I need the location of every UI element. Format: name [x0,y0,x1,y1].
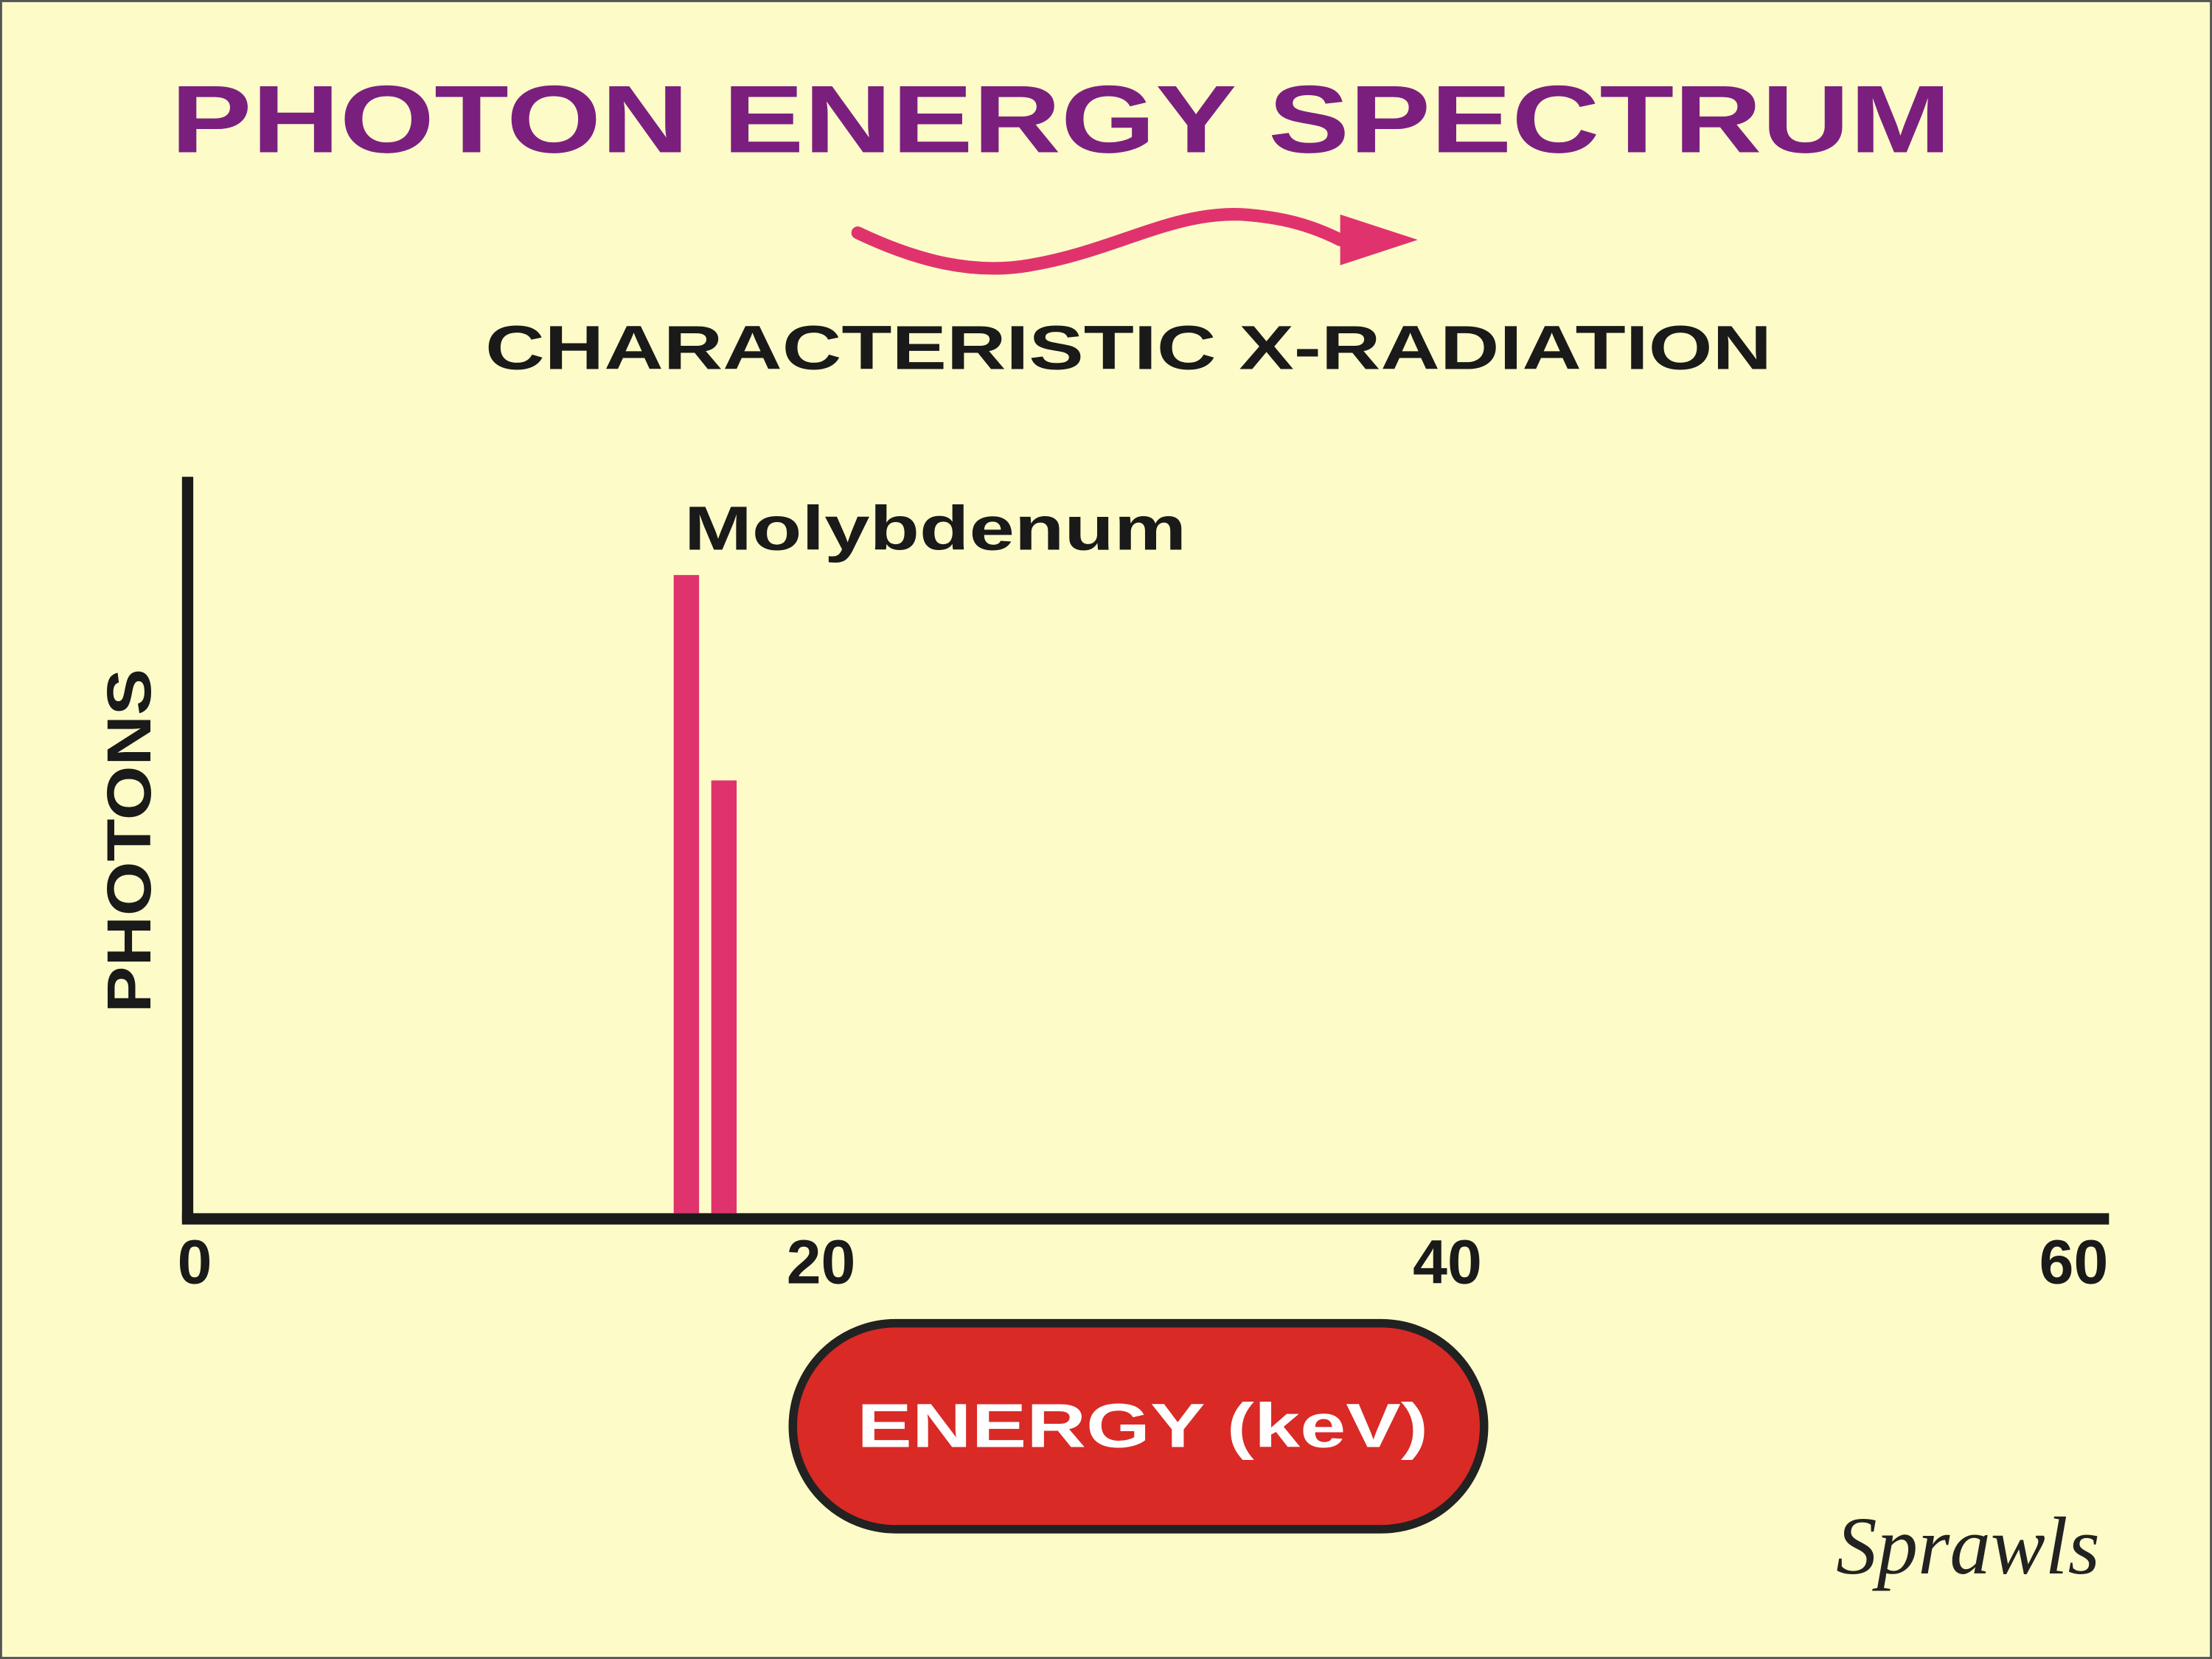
x-tick-label: 20 [787,1227,856,1296]
annotation: Molybdenum [684,493,1186,563]
x-tick-label: 0 [178,1227,212,1296]
wave-arrow [851,208,1347,275]
x-axis-label: ENERGY (keV) [857,1391,1428,1460]
arrow-head [1340,214,1418,265]
x-label-pill [788,1318,1489,1534]
bar [711,780,737,1214]
y-axis-label: PHOTONS [94,669,164,1013]
signature: Sprawls [1836,1501,2100,1592]
x-tick-label: 60 [2039,1227,2109,1296]
chart-title: PHOTON ENERGY SPECTRUM [171,66,1952,173]
bar [673,574,700,1214]
x-tick-label: 40 [1413,1227,1482,1296]
subtitle: CHARACTERISTIC X-RADIATION [485,313,1772,383]
